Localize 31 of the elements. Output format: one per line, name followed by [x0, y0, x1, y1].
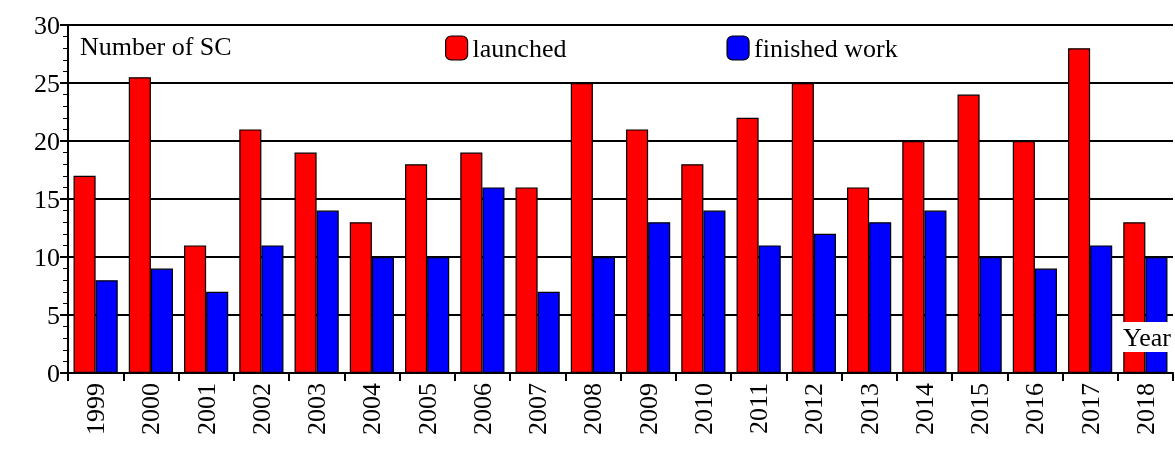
x-tick-label: 2001 — [191, 383, 221, 435]
x-tick-label: 2004 — [357, 383, 387, 435]
x-tick-label: 2014 — [909, 383, 939, 435]
x-tick-label: 2010 — [688, 383, 718, 435]
x-tick-label: 2011 — [744, 383, 774, 435]
legend-label: finished work — [754, 33, 898, 63]
x-tick-label: 2002 — [246, 383, 276, 435]
y-tick-label: 30 — [34, 10, 60, 40]
x-tick-label: 2017 — [1075, 383, 1105, 435]
y-tick-label: 5 — [47, 300, 60, 330]
x-tick-label: 2016 — [1020, 383, 1050, 435]
x-tick-label: 2008 — [578, 383, 608, 435]
x-tick-label: 2018 — [1130, 383, 1160, 435]
y-axis-title: Number of SC — [80, 31, 232, 61]
x-tick-label: 2015 — [965, 383, 995, 435]
x-tick-label: 2003 — [302, 383, 332, 435]
x-tick-label: 2007 — [523, 383, 553, 435]
y-tick-label: 15 — [34, 184, 60, 214]
x-axis-title: Year — [1123, 322, 1172, 352]
y-tick-label: 0 — [47, 358, 60, 388]
y-tick-label: 20 — [34, 126, 60, 156]
x-tick-label: 2009 — [633, 383, 663, 435]
x-tick-label: 2005 — [412, 383, 442, 435]
x-tick-label: 2012 — [799, 383, 829, 435]
x-tick-label: 2013 — [854, 383, 884, 435]
y-tick-label: 10 — [34, 242, 60, 272]
x-tick-label: 2000 — [136, 383, 166, 435]
legend-label: launched — [472, 33, 567, 63]
x-tick-label: 1999 — [81, 383, 111, 435]
y-tick-label: 25 — [34, 68, 60, 98]
x-tick-label: 2006 — [467, 383, 497, 435]
